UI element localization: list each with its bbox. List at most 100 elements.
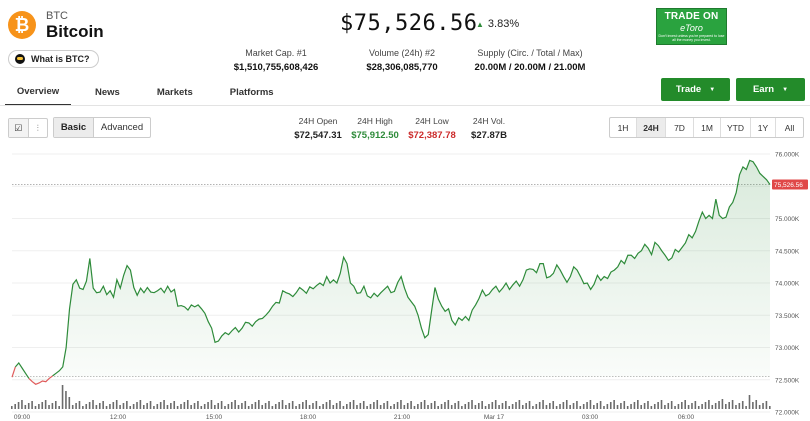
volume-bar	[173, 401, 176, 409]
volume-bar	[440, 404, 443, 409]
volume-bar	[85, 404, 88, 409]
volume-bar	[474, 405, 477, 409]
volume-bar	[758, 405, 761, 409]
volume-bar	[244, 401, 247, 409]
volume-bar	[396, 402, 399, 409]
range-all[interactable]: All	[784, 122, 795, 133]
ohlc-label: 24H Low	[415, 116, 449, 126]
volume-bar	[11, 406, 13, 409]
range-7d[interactable]: 7D	[666, 118, 694, 137]
volume-bar	[325, 402, 328, 409]
earn-button[interactable]: Earn ▼	[736, 78, 805, 101]
volume-bar	[481, 401, 483, 409]
coin-tabs: Overview News Markets Platforms	[0, 78, 274, 106]
what-is-btc-button[interactable]: What is BTC?	[8, 50, 99, 68]
volume-bar	[484, 406, 487, 409]
volume-bar	[731, 400, 734, 409]
volume-bar	[626, 406, 629, 409]
tab-markets[interactable]: Markets	[156, 86, 193, 98]
volume-bar	[538, 402, 541, 409]
volume-bar	[640, 405, 643, 409]
volume-bar	[166, 405, 169, 409]
stat-24h-low: 24H Low $72,387.78	[405, 116, 459, 141]
volume-bar	[725, 404, 727, 409]
volume-bar	[620, 403, 622, 409]
volume-bar	[210, 400, 213, 409]
x-tick-label: 03:00	[582, 414, 599, 421]
volume-bar	[769, 406, 771, 409]
volume-bar	[386, 401, 389, 409]
volume-bar	[186, 400, 189, 409]
volume-bar	[180, 404, 182, 409]
mode-basic-button[interactable]: Basic	[54, 118, 94, 137]
time-range-selector: 1H 24H 7D 1M YTD 1Y All	[609, 117, 804, 138]
volume-bar	[58, 406, 60, 409]
price-line-segment	[14, 361, 30, 379]
range-24h[interactable]: 24H	[637, 118, 666, 137]
range-1m[interactable]: 1M	[694, 118, 721, 137]
x-tick-label: 18:00	[300, 414, 317, 421]
chart-type-toggle: ☑ ⫶	[8, 118, 48, 138]
tab-platforms[interactable]: Platforms	[229, 86, 274, 98]
mode-advanced-button[interactable]: Advanced	[100, 122, 144, 133]
volume-bar	[366, 406, 368, 409]
volume-bar	[657, 402, 659, 409]
ohlc-label: 24H Vol.	[472, 116, 506, 126]
stat-24h-volume: 24H Vol. $27.87B	[466, 116, 512, 141]
volume-bar	[44, 400, 47, 409]
x-tick-label: 15:00	[206, 414, 223, 421]
volume-bar	[258, 400, 260, 409]
tab-overview[interactable]: Overview	[5, 78, 71, 106]
volume-bar	[471, 400, 473, 409]
line-chart-icon[interactable]: ☑	[9, 119, 29, 137]
candlestick-icon[interactable]: ⫶	[36, 122, 39, 133]
volume-bar	[420, 402, 423, 409]
volume-bar	[735, 405, 737, 409]
volume-bar	[681, 402, 683, 409]
volume-bar	[447, 400, 450, 409]
volume-bar	[95, 405, 98, 409]
volume-bar	[569, 405, 571, 409]
volume-bar	[193, 403, 196, 409]
volume-bar	[31, 401, 33, 409]
x-tick-label: 06:00	[678, 414, 695, 421]
volume-bar	[762, 403, 764, 409]
volume-bar	[115, 400, 118, 409]
volume-bar	[200, 406, 203, 409]
chevron-down-icon: ▼	[782, 86, 789, 93]
x-tick-label: 12:00	[110, 414, 127, 421]
volume-bar	[603, 406, 605, 409]
ad-headline: TRADE ON	[664, 11, 719, 22]
volume-bar	[149, 401, 152, 409]
range-ytd[interactable]: YTD	[721, 118, 751, 137]
volume-bar	[630, 404, 632, 409]
volume-bar	[565, 400, 568, 409]
volume-bar	[572, 403, 575, 409]
volume-bar	[291, 401, 294, 409]
range-1h[interactable]: 1H	[610, 118, 637, 137]
volume-bar	[373, 402, 375, 409]
volume-bar	[515, 402, 517, 409]
volume-bar	[369, 404, 372, 409]
y-tick-label: 74.000K	[775, 281, 800, 288]
volume-bar	[633, 402, 636, 409]
chevron-down-icon: ▼	[709, 86, 716, 93]
volume-bar	[376, 400, 379, 409]
volume-bar	[667, 403, 670, 409]
volume-bar	[718, 401, 720, 409]
volume-bar	[454, 403, 456, 409]
volume-bar	[552, 401, 555, 409]
volume-bar	[230, 402, 233, 409]
volume-bar	[535, 404, 538, 409]
volume-bar	[305, 400, 308, 409]
trade-button[interactable]: Trade ▼	[661, 78, 730, 101]
price-chart[interactable]: 76.000K75.500K75.000K74.500K74.000K73.50…	[0, 148, 810, 421]
learn-icon	[15, 54, 25, 64]
volume-bar	[393, 404, 395, 409]
volume-bar	[643, 403, 646, 409]
etoro-ad-banner[interactable]: TRADE ON eToro Don't invest unless you'r…	[656, 8, 727, 45]
stat-volume: Volume (24h) #2 $28,306,085,770	[350, 48, 454, 73]
volume-bar	[433, 401, 436, 409]
tab-news[interactable]: News	[95, 86, 120, 98]
range-1y[interactable]: 1Y	[751, 118, 776, 137]
